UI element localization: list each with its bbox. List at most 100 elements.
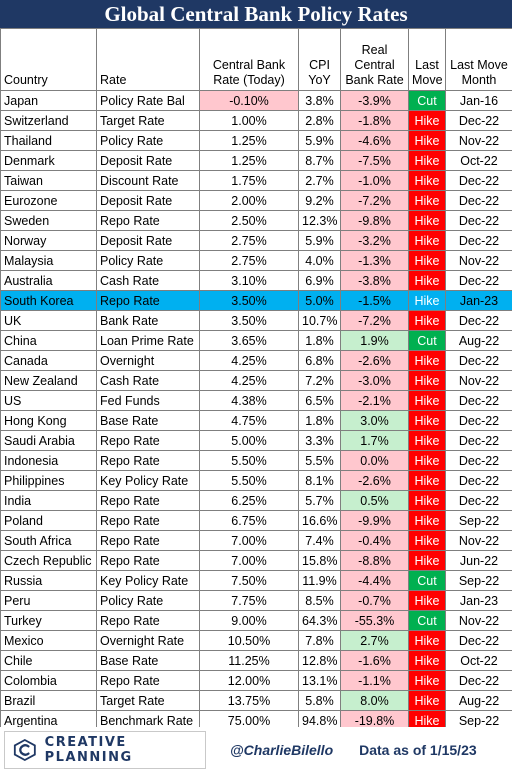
- country-cell: Sweden: [0, 210, 97, 231]
- table-row: Australia Cash Rate 3.10% 6.9% -3.8% Hike Dec-…: [0, 270, 512, 291]
- last-move-month-cell: Dec-22: [445, 470, 512, 491]
- real-rate-cell: -8.8%: [340, 550, 409, 571]
- table-row: Saudi Arabia Repo Rate 5.00% 3.3% 1.7% Hike De…: [0, 430, 512, 451]
- last-move-cell: Hike: [408, 430, 446, 451]
- real-rate-cell: -1.5%: [340, 290, 409, 311]
- cpi-yoy-cell: 6.5%: [298, 390, 341, 411]
- footer: CREATIVE PLANNING @CharlieBilello Data a…: [0, 727, 512, 773]
- last-move-month-cell: Dec-22: [445, 670, 512, 691]
- table-row: Malaysia Policy Rate 2.75% 4.0% -1.3% Hike Nov…: [0, 250, 512, 271]
- column-header-line: Rate: [100, 73, 127, 87]
- last-move-cell: Hike: [408, 650, 446, 671]
- last-move-month-cell: Dec-22: [445, 390, 512, 411]
- rate-name-cell: Deposit Rate: [96, 230, 200, 251]
- last-move-month-cell: Nov-22: [445, 530, 512, 551]
- cpi-yoy-cell: 8.1%: [298, 470, 341, 491]
- last-move-cell: Hike: [408, 150, 446, 171]
- rate-name-cell: Cash Rate: [96, 370, 200, 391]
- rate-name-cell: Bank Rate: [96, 310, 200, 331]
- table-row: China Loan Prime Rate 3.65% 1.8% 1.9% Cut Aug-…: [0, 330, 512, 351]
- last-move-month-cell: Dec-22: [445, 170, 512, 191]
- central-bank-rate-cell: 2.75%: [199, 230, 299, 251]
- last-move-month-cell: Sep-22: [445, 570, 512, 591]
- last-move-cell: Cut: [408, 90, 446, 111]
- country-cell: Philippines: [0, 470, 97, 491]
- last-move-cell: Hike: [408, 510, 446, 531]
- rate-name-cell: Base Rate: [96, 650, 200, 671]
- real-rate-cell: -3.8%: [340, 270, 409, 291]
- central-bank-rate-cell: 4.75%: [199, 410, 299, 431]
- country-cell: China: [0, 330, 97, 351]
- table-row: Sweden Repo Rate 2.50% 12.3% -9.8% Hike Dec-22: [0, 210, 512, 231]
- rate-name-cell: Cash Rate: [96, 270, 200, 291]
- rate-name-cell: Overnight Rate: [96, 630, 200, 651]
- country-cell: India: [0, 490, 97, 511]
- cpi-yoy-cell: 1.8%: [298, 410, 341, 431]
- central-bank-rate-cell: 9.00%: [199, 610, 299, 631]
- last-move-cell: Hike: [408, 250, 446, 271]
- central-bank-rate-cell: 1.75%: [199, 170, 299, 191]
- policy-rates-table: Country Rate Central Bank Rate (Today) CPI Yo…: [0, 28, 512, 731]
- last-move-cell: Hike: [408, 670, 446, 691]
- column-header-line: CPI: [309, 58, 330, 72]
- last-move-month-cell: Dec-22: [445, 430, 512, 451]
- last-move-month-cell: Dec-22: [445, 210, 512, 231]
- last-move-month-cell: Aug-22: [445, 330, 512, 351]
- central-bank-rate-cell: 5.50%: [199, 470, 299, 491]
- real-rate-cell: -3.0%: [340, 370, 409, 391]
- column-header-line: Last Move: [450, 58, 508, 72]
- central-bank-rate-cell: 3.50%: [199, 290, 299, 311]
- table-row: Czech Republic Repo Rate 7.00% 15.8% -8.8% Hi…: [0, 550, 512, 571]
- country-cell: Saudi Arabia: [0, 430, 97, 451]
- real-rate-cell: 1.9%: [340, 330, 409, 351]
- cpi-yoy-cell: 1.8%: [298, 330, 341, 351]
- last-move-cell: Hike: [408, 290, 446, 311]
- table-row: India Repo Rate 6.25% 5.7% 0.5% Hike Dec-22: [0, 490, 512, 511]
- real-rate-cell: -1.6%: [340, 650, 409, 671]
- last-move-month-cell: Jan-23: [445, 590, 512, 611]
- cpi-yoy-cell: 4.0%: [298, 250, 341, 271]
- real-rate-cell: -19.8%: [340, 710, 409, 731]
- last-move-month-cell: Dec-22: [445, 450, 512, 471]
- last-move-cell: Hike: [408, 470, 446, 491]
- table-row: Colombia Repo Rate 12.00% 13.1% -1.1% Hike Dec…: [0, 670, 512, 691]
- last-move-cell: Hike: [408, 590, 446, 611]
- table-row: Japan Policy Rate Bal -0.10% 3.8% -3.9% Cut Ja…: [0, 90, 512, 111]
- country-cell: Peru: [0, 590, 97, 611]
- real-rate-cell: -1.8%: [340, 110, 409, 131]
- rate-name-cell: Repo Rate: [96, 290, 200, 311]
- last-move-month-cell: Jan-23: [445, 290, 512, 311]
- cpi-yoy-cell: 6.9%: [298, 270, 341, 291]
- last-move-cell: Hike: [408, 350, 446, 371]
- country-cell: UK: [0, 310, 97, 331]
- last-move-month-cell: Nov-22: [445, 610, 512, 631]
- table-row: South Korea Repo Rate 3.50% 5.0% -1.5% Hike Ja…: [0, 290, 512, 311]
- last-move-month-cell: Jan-16: [445, 90, 512, 111]
- cpi-yoy-cell: 7.2%: [298, 370, 341, 391]
- country-cell: Poland: [0, 510, 97, 531]
- last-move-cell: Hike: [408, 710, 446, 731]
- table-row: Philippines Key Policy Rate 5.50% 8.1% -2.6%…: [0, 470, 512, 491]
- cpi-yoy-cell: 15.8%: [298, 550, 341, 571]
- column-header-line: Move: [412, 73, 443, 87]
- real-rate-cell: -7.2%: [340, 310, 409, 331]
- central-bank-rate-cell: 2.00%: [199, 190, 299, 211]
- table-row: Brazil Target Rate 13.75% 5.8% 8.0% Hike Aug-2…: [0, 690, 512, 711]
- cpi-yoy-cell: 3.3%: [298, 430, 341, 451]
- cpi-yoy-cell: 5.9%: [298, 230, 341, 251]
- last-move-cell: Hike: [408, 490, 446, 511]
- real-rate-cell: 1.7%: [340, 430, 409, 451]
- central-bank-rate-cell: 4.25%: [199, 350, 299, 371]
- central-bank-rate-cell: 5.50%: [199, 450, 299, 471]
- central-bank-rate-cell: 7.00%: [199, 550, 299, 571]
- last-move-month-cell: Dec-22: [445, 350, 512, 371]
- central-bank-rate-cell: 12.00%: [199, 670, 299, 691]
- creative-planning-logo: CREATIVE PLANNING: [4, 731, 206, 769]
- table-row: Switzerland Target Rate 1.00% 2.8% -1.8% Hike…: [0, 110, 512, 131]
- last-move-cell: Hike: [408, 190, 446, 211]
- central-bank-rate-cell: 2.50%: [199, 210, 299, 231]
- cpi-yoy-cell: 16.6%: [298, 510, 341, 531]
- country-cell: Canada: [0, 350, 97, 371]
- real-rate-cell: -2.6%: [340, 350, 409, 371]
- rate-name-cell: Policy Rate: [96, 130, 200, 151]
